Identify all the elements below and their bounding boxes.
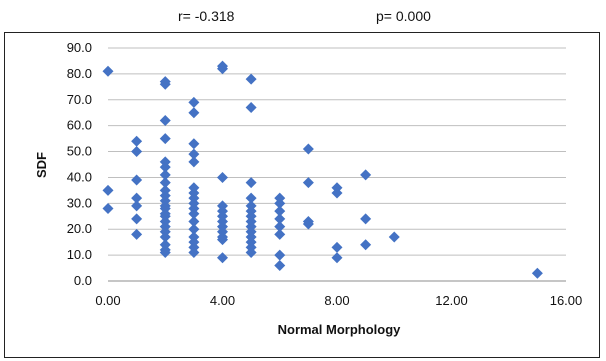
y-tick-label: 30.0 [67, 195, 92, 210]
y-tick-label: 60.0 [67, 118, 92, 133]
data-point [159, 161, 171, 173]
data-point [274, 197, 286, 209]
data-point [188, 208, 200, 220]
data-point [217, 171, 228, 183]
data-point [331, 187, 343, 199]
data-point [274, 205, 286, 217]
stats-header: r= -0.318 p= 0.000 [0, 0, 606, 32]
tick-labels: 0.0 10.0 20.0 30.0 40.0 50.0 60.0 70.0 80.0 90.0 0… [67, 40, 583, 308]
data-point [302, 177, 314, 189]
data-point [245, 247, 257, 259]
data-point [302, 143, 314, 155]
data-point [159, 169, 171, 181]
data-point [217, 63, 228, 75]
p-value-label: p= 0.000 [376, 8, 431, 24]
data-point [245, 73, 257, 85]
data-point [188, 215, 200, 227]
data-point [131, 192, 143, 204]
x-tick-label: 4.00 [210, 293, 235, 308]
y-axis-title: SDF [34, 152, 49, 178]
y-tick-label: 70.0 [67, 92, 92, 107]
data-point [217, 234, 228, 246]
x-tick-label: 12.00 [435, 293, 468, 308]
data-point [188, 96, 200, 108]
y-tick-label: 50.0 [67, 144, 92, 159]
data-point [274, 259, 286, 271]
data-point [245, 192, 257, 204]
data-point [188, 148, 200, 160]
data-point [188, 107, 200, 119]
data-point [274, 228, 286, 240]
data-point [188, 156, 200, 168]
data-point [102, 203, 114, 215]
y-tick-label: 80.0 [67, 66, 92, 81]
data-point [131, 146, 143, 158]
data-point [159, 231, 171, 243]
data-point [388, 231, 400, 243]
y-tick-label: 20.0 [67, 221, 92, 236]
y-tick-label: 40.0 [67, 169, 92, 184]
x-axis-title: Normal Morphology [278, 322, 402, 337]
data-point [159, 133, 171, 145]
data-point [131, 213, 143, 225]
data-point [274, 221, 286, 233]
data-point [188, 138, 200, 150]
y-tick-label: 10.0 [67, 247, 92, 262]
x-tick-label: 8.00 [324, 293, 349, 308]
correlation-r-label: r= -0.318 [178, 8, 235, 24]
data-point [360, 239, 372, 251]
data-point [274, 213, 286, 225]
data-point [131, 135, 143, 147]
data-point [188, 223, 200, 235]
data-point [188, 247, 200, 259]
data-point [102, 65, 114, 77]
data-point [217, 252, 228, 264]
data-point [159, 177, 171, 189]
data-point [159, 114, 171, 126]
y-tick-label: 90.0 [67, 40, 92, 55]
data-point [360, 213, 372, 225]
data-point [159, 247, 171, 259]
data-point [131, 174, 143, 186]
data-point [360, 169, 372, 181]
data-point [245, 102, 257, 114]
data-point [531, 267, 543, 279]
data-point [245, 177, 257, 189]
data-point [331, 241, 343, 253]
data-points [102, 60, 543, 279]
x-tick-label: 16.00 [550, 293, 583, 308]
data-point [331, 252, 343, 264]
data-point [131, 200, 143, 212]
data-point [302, 218, 314, 230]
data-point [102, 184, 114, 196]
chart-frame [4, 32, 600, 358]
y-tick-label: 0.0 [74, 273, 92, 288]
data-point [131, 228, 143, 240]
gridlines [108, 47, 566, 256]
x-tick-label: 0.00 [95, 293, 120, 308]
data-point [274, 249, 286, 261]
data-point [159, 78, 171, 90]
